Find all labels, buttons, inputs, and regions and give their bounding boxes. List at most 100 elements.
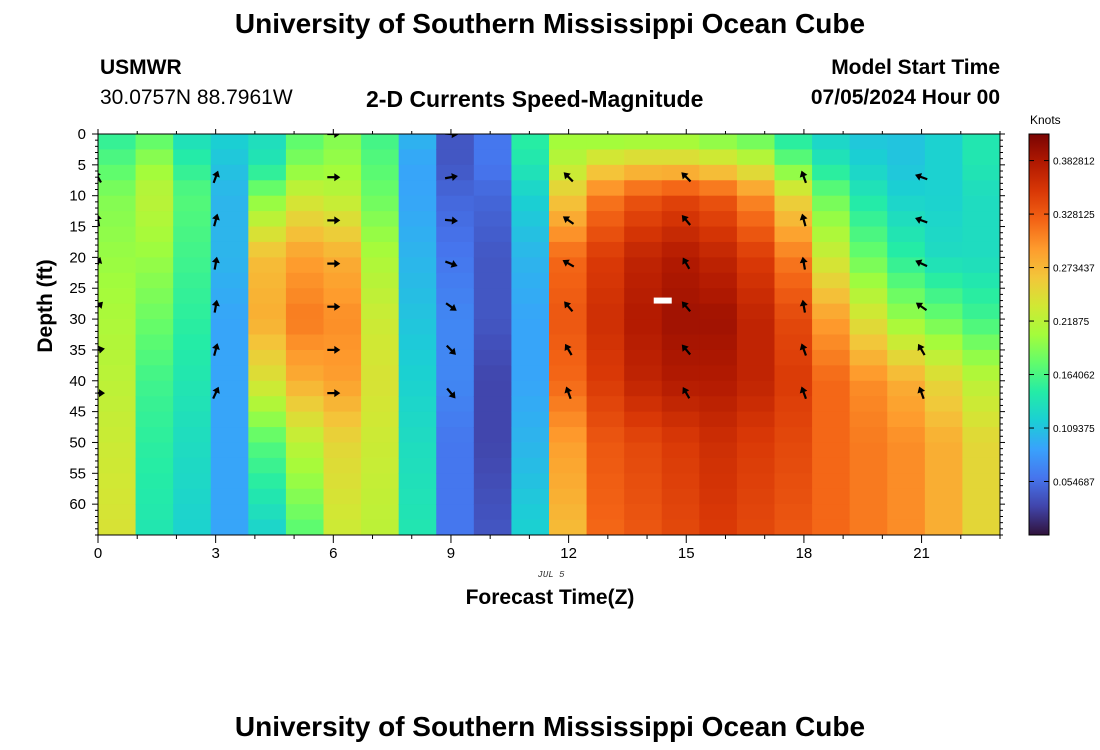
heat-cell: [135, 457, 174, 474]
heat-cell: [361, 164, 400, 181]
heat-cell: [962, 349, 1000, 366]
heat-cell: [849, 504, 888, 521]
heat-cell: [586, 349, 625, 366]
heat-cell: [661, 396, 700, 413]
heat-cell: [135, 180, 174, 197]
heat-cell: [436, 396, 475, 413]
heat-cell: [135, 427, 174, 444]
heat-cell: [924, 411, 964, 428]
heat-cell: [924, 427, 964, 444]
heat-cell: [98, 149, 137, 166]
heat-cell: [210, 241, 249, 258]
heat-cell: [398, 504, 437, 521]
heat-cell: [436, 427, 475, 444]
heat-cell: [736, 411, 776, 428]
station-coords: 30.0757N 88.7961W: [100, 86, 293, 109]
heat-cell: [736, 211, 776, 228]
heat-cell: [361, 457, 400, 474]
heat-cell: [361, 334, 400, 351]
heat-cell: [549, 349, 588, 366]
heat-cell: [736, 473, 776, 490]
heat-cell: [924, 473, 964, 490]
heat-cell: [135, 303, 174, 320]
heat-cell: [924, 334, 964, 351]
x-tick-label: 15: [678, 545, 695, 562]
heat-cell: [173, 488, 212, 505]
heat-cell: [887, 134, 926, 151]
heat-cell: [135, 380, 174, 397]
heat-cell: [812, 241, 851, 258]
heat-cell: [210, 457, 249, 474]
heat-cell: [473, 195, 513, 212]
heat-cell: [285, 473, 325, 490]
heat-cell: [774, 226, 813, 243]
date-annotation: JUL 5: [537, 570, 565, 580]
heat-cell: [849, 149, 888, 166]
heat-cell: [849, 519, 888, 535]
heat-cell: [323, 149, 362, 166]
heat-cell: [887, 473, 926, 490]
heat-cell: [962, 365, 1000, 382]
heat-cell: [473, 134, 513, 151]
heat-cell: [285, 134, 325, 151]
current-arrow: [445, 302, 457, 311]
heat-cell: [98, 334, 137, 351]
heat-cell: [549, 195, 588, 212]
heat-cell: [436, 380, 475, 397]
heat-cell: [549, 427, 588, 444]
heat-cell: [661, 411, 700, 428]
heat-cell: [774, 211, 813, 228]
heat-cell: [812, 334, 851, 351]
heat-cell: [285, 380, 325, 397]
colorbar-tick-label: 0.273437: [1053, 264, 1095, 275]
heat-cell: [624, 149, 663, 166]
heat-cell: [699, 442, 738, 459]
heat-cell: [586, 427, 625, 444]
heat-cell: [323, 411, 362, 428]
x-tick-label: 12: [560, 545, 577, 562]
heat-cell: [924, 211, 964, 228]
heat-cell: [210, 303, 249, 320]
heat-cell: [887, 334, 926, 351]
current-arrow: [917, 386, 926, 400]
heat-cell: [849, 349, 888, 366]
heat-cell: [774, 303, 813, 320]
heat-cell: [173, 319, 212, 336]
heat-cell: [173, 257, 212, 274]
heat-cell: [210, 334, 249, 351]
heat-cell: [736, 164, 776, 181]
heat-cell: [962, 473, 1000, 490]
heat-cell: [849, 272, 888, 289]
heat-cell: [173, 411, 212, 428]
heat-cell: [849, 427, 888, 444]
heat-cell: [962, 457, 1000, 474]
heat-cell: [624, 365, 663, 382]
heat-cell: [436, 149, 475, 166]
heat-cell: [699, 519, 738, 535]
current-arrow: [444, 173, 458, 181]
heat-cell: [924, 319, 964, 336]
heat-cell: [173, 226, 212, 243]
y-axis: 0 5 10 15 20 25 30 35 40 45 50 55 60: [69, 126, 1005, 536]
heat-cell: [473, 149, 513, 166]
heat-cell: [173, 396, 212, 413]
heat-cell: [511, 519, 550, 535]
heat-cell: [398, 272, 437, 289]
heat-cell: [473, 396, 513, 413]
heat-cell: [173, 427, 212, 444]
heat-cell: [323, 380, 362, 397]
heat-cell: [436, 180, 475, 197]
heat-cell: [98, 457, 137, 474]
heat-cell: [473, 504, 513, 521]
heat-cell: [849, 334, 888, 351]
heat-cell: [323, 226, 362, 243]
heat-cell: [661, 365, 700, 382]
heat-cell: [398, 427, 437, 444]
heat-cell: [361, 427, 400, 444]
heat-cell: [812, 195, 851, 212]
heat-cell: [774, 457, 813, 474]
heat-cell: [511, 488, 550, 505]
heat-cell: [398, 319, 437, 336]
heat-cell: [736, 288, 776, 305]
heat-cell: [361, 442, 400, 459]
